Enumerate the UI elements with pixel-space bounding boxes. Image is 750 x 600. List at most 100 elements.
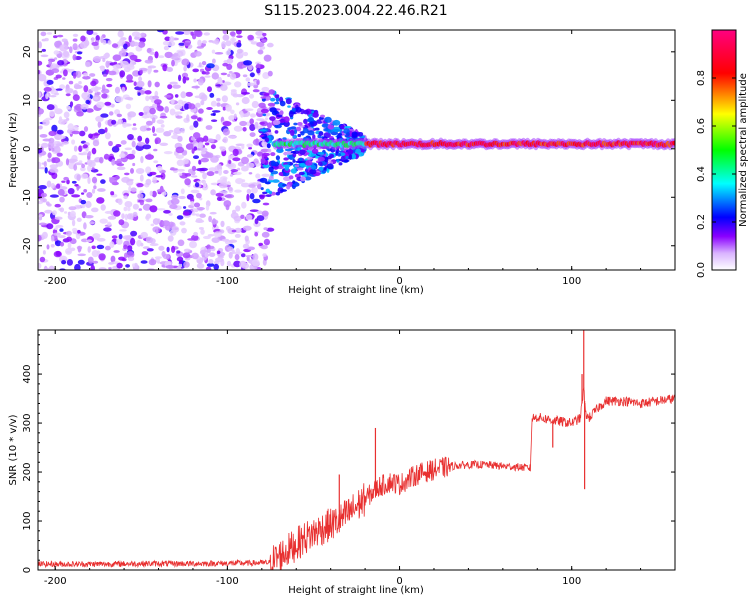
heat-blob: [194, 51, 202, 57]
heat-blob: [233, 125, 243, 132]
heat-blob: [225, 40, 232, 47]
heat-blob: [72, 72, 77, 79]
heat-blob: [132, 211, 138, 218]
heat-blob: [240, 253, 246, 258]
heat-blob: [332, 126, 341, 133]
heat-blob: [245, 255, 253, 258]
heat-blob: [147, 65, 157, 69]
heat-blob: [181, 227, 187, 234]
heat-blob: [49, 110, 55, 117]
heat-blob: [81, 203, 86, 209]
heat-blob: [292, 159, 296, 163]
heat-blob: [111, 159, 116, 166]
heat-blob: [48, 130, 57, 137]
heat-blob: [196, 263, 205, 269]
heat-blob: [163, 45, 169, 51]
heat-blob: [201, 61, 207, 66]
heat-blob: [154, 137, 161, 145]
heat-blob: [195, 213, 200, 217]
heat-blob: [57, 34, 64, 38]
heat-blob: [268, 175, 274, 181]
heat-blob: [220, 220, 225, 228]
heat-blob: [276, 148, 284, 154]
heat-blob: [69, 158, 78, 163]
heat-blob: [195, 102, 201, 108]
heat-blob: [175, 146, 185, 154]
y-tick-label: 10: [22, 94, 33, 107]
heat-blob: [267, 70, 273, 77]
heat-blob: [136, 80, 145, 88]
heat-blob: [60, 139, 65, 142]
heat-blob: [83, 85, 89, 93]
heat-blob: [295, 126, 302, 132]
heat-blob: [44, 37, 49, 42]
heat-blob: [80, 166, 86, 172]
heat-blob: [143, 111, 148, 115]
heat-blob: [90, 80, 97, 87]
heat-blob: [247, 63, 253, 71]
heat-blob: [113, 61, 118, 65]
heat-blob: [39, 256, 46, 263]
heat-blob: [197, 117, 202, 122]
heat-blob: [38, 214, 43, 218]
heat-blob: [67, 123, 74, 131]
heat-blob: [234, 81, 242, 88]
x-tick-label: 0: [396, 276, 402, 287]
heat-blob: [145, 95, 150, 102]
heat-blob: [193, 132, 201, 140]
heat-blob: [241, 143, 245, 150]
heat-blob: [197, 141, 204, 149]
heat-blob: [206, 244, 212, 250]
heat-blob: [202, 40, 207, 44]
heat-blob: [48, 265, 55, 270]
heat-blob: [337, 153, 342, 157]
heat-blob: [154, 256, 162, 259]
heat-blob: [142, 113, 148, 119]
heat-blob: [255, 173, 261, 179]
heat-blob: [51, 124, 58, 133]
heat-blob: [182, 30, 191, 35]
heat-blob: [184, 178, 191, 186]
heat-blob: [89, 73, 96, 77]
x-tick-label: 100: [562, 576, 581, 587]
heat-blob: [124, 172, 130, 176]
heat-blob: [72, 38, 78, 42]
heat-blob: [107, 215, 117, 220]
heat-blob: [130, 230, 138, 237]
heat-blob: [165, 224, 172, 231]
heat-blob: [75, 232, 81, 240]
heat-blob: [236, 48, 243, 54]
heat-blob: [43, 267, 50, 270]
heat-blob: [216, 196, 223, 201]
heat-blob: [185, 143, 194, 150]
heat-blob: [86, 192, 93, 198]
heat-blob: [262, 113, 267, 117]
heat-blob: [136, 33, 140, 38]
heat-blob: [158, 55, 165, 59]
heat-blob: [55, 74, 62, 79]
heat-blob: [228, 251, 233, 259]
heat-blob: [300, 176, 306, 182]
heat-blob: [230, 37, 237, 42]
heat-blob: [182, 76, 187, 84]
heat-blob: [56, 129, 64, 135]
heat-blob: [78, 145, 83, 152]
heat-blob: [131, 140, 136, 148]
heat-blob: [206, 171, 215, 177]
heat-blob: [170, 56, 179, 60]
heat-blob: [306, 156, 314, 160]
heat-blob: [208, 252, 216, 257]
heat-blob: [240, 182, 250, 188]
heat-blob: [287, 127, 293, 130]
spectrogram-x-ticks: -200 -100 0 100: [44, 30, 676, 287]
heat-blob: [176, 159, 185, 167]
heat-blob: [259, 177, 268, 183]
heat-blob: [59, 196, 65, 203]
heat-blob: [72, 227, 78, 232]
spectrogram-y-ticks: -20 -10 0 10 20: [22, 45, 675, 254]
heat-blob: [119, 153, 126, 159]
heat-blob: [54, 92, 59, 96]
heat-blob: [234, 189, 242, 193]
heat-blob: [171, 59, 175, 67]
heat-blob: [336, 159, 340, 163]
